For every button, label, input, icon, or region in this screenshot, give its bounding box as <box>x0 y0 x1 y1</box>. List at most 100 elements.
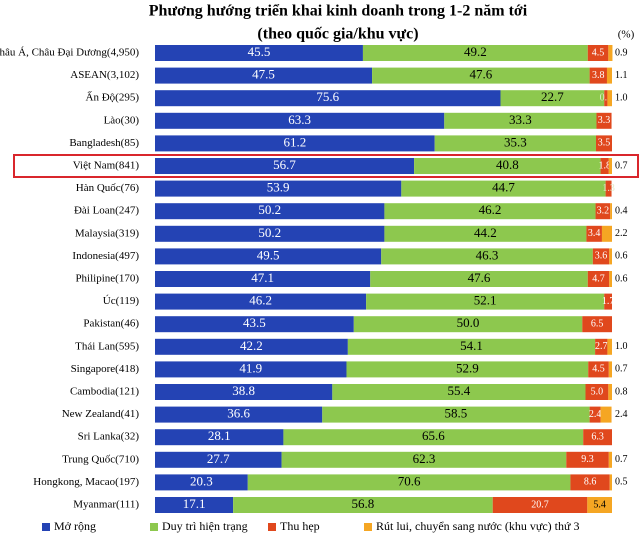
bar-segment <box>604 90 608 107</box>
data-label: 52.9 <box>456 360 479 375</box>
data-label: 40.8 <box>496 157 519 172</box>
legend-label: Duy trì hiện trạng <box>162 519 248 533</box>
bar-segment <box>607 338 612 355</box>
bar-segment <box>362 45 588 61</box>
data-label: 0.6 <box>615 251 628 262</box>
y-tick-label: Bangladesh(85) <box>69 137 139 149</box>
bar-segment <box>586 225 602 242</box>
data-label: 20.7 <box>531 499 549 510</box>
bar-segment <box>384 225 587 242</box>
data-label: 50.2 <box>258 202 281 217</box>
bar-segment <box>585 384 609 400</box>
data-label: 6.5 <box>591 318 604 329</box>
bar-segment <box>155 67 373 84</box>
bar-segment <box>610 203 612 220</box>
data-label: 0.7 <box>615 364 628 375</box>
data-label: 0.7 <box>615 160 628 171</box>
data-label: 5.4 <box>593 499 606 510</box>
data-label: 50.0 <box>457 315 480 330</box>
bar-segment <box>500 90 605 107</box>
data-label: 1.0 <box>615 92 628 103</box>
bar-segment <box>155 135 435 152</box>
y-tick-label: Ấn Độ(295) <box>86 91 140 104</box>
bar-segment <box>608 451 612 468</box>
y-tick-label: Pakistan(46) <box>83 318 139 330</box>
bar-segment <box>589 406 601 423</box>
bar-segment <box>155 316 354 333</box>
legend-label: Mở rộng <box>54 519 96 533</box>
data-label: 50.2 <box>258 225 281 240</box>
bar-segment <box>155 90 501 107</box>
bar-segment <box>281 451 567 468</box>
data-label: 1.8 <box>598 160 611 171</box>
bar-segment <box>492 497 588 513</box>
y-tick-label: Hàn Quốc(76) <box>76 182 140 194</box>
data-label: 44.7 <box>492 180 515 195</box>
bar-segment <box>587 497 612 513</box>
data-label: 5.0 <box>591 386 604 397</box>
bar-segment <box>609 248 612 265</box>
data-label: 9.3 <box>581 454 594 465</box>
bar-segment <box>155 361 347 378</box>
bar-segment <box>595 203 611 220</box>
data-label: 1.3 <box>602 183 615 194</box>
data-label: 62.3 <box>413 451 436 466</box>
bar-segment <box>609 271 612 287</box>
data-label: 28.1 <box>208 428 231 443</box>
bar-segment <box>600 406 612 423</box>
bar-segment <box>332 384 586 400</box>
data-label: 0.8 <box>615 386 628 397</box>
data-label: 0.7 <box>615 454 628 465</box>
bar-segment <box>583 429 612 446</box>
data-label: 47.1 <box>251 270 274 285</box>
bar-segment <box>434 135 597 152</box>
data-label: 2.2 <box>615 228 628 239</box>
data-label: 47.5 <box>252 67 275 82</box>
bar-segment <box>155 429 284 446</box>
y-tick-label: Đài Loan(247) <box>74 205 139 217</box>
data-label: 17.1 <box>183 496 206 511</box>
bar-segment <box>605 180 612 197</box>
bar-segment <box>247 474 571 491</box>
bar-segment <box>595 338 608 355</box>
bar-segment <box>587 45 609 61</box>
data-label: 0.7 <box>600 92 613 103</box>
bar-segment <box>283 429 584 446</box>
y-tick-label: ASEAN(3,102) <box>70 69 139 81</box>
data-label: 38.8 <box>232 383 255 398</box>
data-label: 75.6 <box>316 89 339 104</box>
bar-segment <box>601 225 612 242</box>
data-label: 52.1 <box>474 293 497 308</box>
data-label: 44.2 <box>474 225 497 240</box>
data-label: 46.2 <box>479 202 502 217</box>
legend-swatch <box>364 523 372 531</box>
y-tick-label: Châu Á, Châu Đại Dương(4,950) <box>0 47 139 59</box>
bar-segment <box>155 474 248 491</box>
data-label: 49.5 <box>257 247 280 262</box>
y-tick-label: Philipine(170) <box>75 273 139 285</box>
bar-segment <box>155 271 371 287</box>
chart-title: Phương hướng triển khai kinh doanh trong… <box>149 3 528 20</box>
data-label: 58.5 <box>445 406 468 421</box>
data-label: 0.4 <box>615 205 628 216</box>
bar-segment <box>155 384 333 400</box>
y-tick-label: Malaysia(319) <box>75 227 139 239</box>
bar-segment <box>608 45 613 61</box>
bar-segment <box>155 248 382 265</box>
data-label: 55.4 <box>448 383 471 398</box>
data-label: 33.3 <box>509 112 532 127</box>
data-label: 70.6 <box>398 473 421 488</box>
legend-swatch <box>268 523 276 531</box>
bar-segment <box>570 474 610 491</box>
bar-segment <box>384 203 596 220</box>
bar-segment <box>589 67 607 84</box>
data-label: 42.2 <box>240 338 263 353</box>
bar-segment <box>233 497 493 513</box>
data-label: 1.1 <box>615 70 628 81</box>
bar-segment <box>370 271 588 287</box>
data-label: 4.5 <box>592 364 605 375</box>
bar-segment <box>346 361 589 378</box>
bar-segment <box>600 158 609 174</box>
data-label: 45.5 <box>248 44 271 59</box>
data-label: 36.6 <box>227 406 250 421</box>
